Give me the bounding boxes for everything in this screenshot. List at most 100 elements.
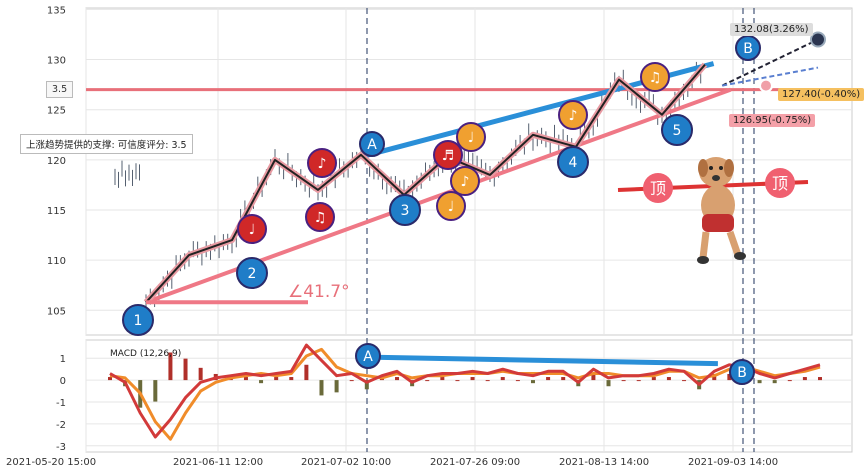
macd-histogram-bar — [757, 380, 762, 384]
music-note-marker — [305, 202, 335, 232]
x-tick-label: 2021-09-03 14:00 — [688, 457, 778, 468]
x-tick-label: 2021-05-20 15:00 — [6, 457, 96, 468]
wave-1-marker — [122, 304, 154, 336]
macd-histogram-bar — [108, 377, 112, 381]
music-note-marker — [433, 140, 463, 170]
macd-histogram-bar — [621, 380, 626, 382]
price-tick-label: 115 — [47, 206, 66, 217]
music-note-marker-label: ♩ — [468, 130, 475, 146]
x-tick-label: 2021-07-26 09:00 — [430, 457, 520, 468]
macd-histogram-bar — [591, 373, 596, 381]
macd-histogram-bar — [319, 380, 324, 396]
dog-illustration: 顶 顶 — [617, 157, 809, 264]
angle-label: ∠41.7° — [288, 282, 350, 302]
macd-histogram-bar — [500, 377, 505, 381]
macd-tick-label: -1 — [56, 398, 66, 409]
wave-b-marker — [735, 35, 761, 61]
music-note-marker-label: ♩ — [249, 222, 256, 238]
macd-b-marker-label: B — [737, 365, 747, 381]
macd-histogram-bar — [727, 373, 732, 381]
macd-tick-label: -3 — [56, 442, 66, 453]
top-right-char: 顶 — [772, 174, 788, 193]
macd-histogram-bar — [364, 380, 369, 390]
macd-histogram-bar — [470, 377, 475, 381]
macd-histogram-bar — [485, 380, 490, 382]
music-note-marker-label: ♪ — [569, 108, 578, 124]
music-note-marker — [558, 100, 588, 130]
macd-b-marker — [729, 359, 755, 385]
macd-histogram-bar — [274, 377, 279, 381]
macd-tick-label: 1 — [60, 354, 66, 365]
wave-5-marker-label: 5 — [673, 123, 682, 139]
macd-histogram-bar — [546, 377, 551, 381]
macd-histogram-bar — [455, 380, 460, 382]
macd-title: MACD (12,26,9) — [110, 349, 181, 359]
macd-histogram-bar — [440, 377, 445, 381]
wave-a-marker — [359, 131, 385, 157]
macd-histogram-bar — [802, 377, 807, 381]
macd-histogram-bar — [168, 352, 173, 381]
wave-1-marker-label: 1 — [134, 313, 143, 329]
wave-markers: 1 2 3 4 5 A B A B ♩ ♪ ♫ ♬ ♩ ♪ ♩ ♪ ♫ — [122, 35, 761, 385]
macd-histogram-bar — [515, 380, 520, 382]
price-tick-label: 125 — [47, 106, 66, 117]
music-note-marker-label: ♪ — [461, 174, 470, 190]
wave-3-marker — [389, 194, 421, 226]
music-note-marker-label: ♪ — [318, 156, 327, 172]
macd-histogram-bar — [243, 377, 248, 381]
macd-a-marker — [355, 343, 381, 369]
macd-tick-label: 0 — [60, 376, 66, 387]
wave-a-marker-label: A — [367, 137, 377, 153]
macd-histogram-bar — [682, 380, 687, 382]
macd-a-marker-label: A — [363, 349, 373, 365]
macd-trend-line — [365, 354, 718, 367]
macd-histogram-bar — [259, 380, 264, 384]
macd-histogram-bar — [198, 367, 203, 381]
macd-histogram-bar — [636, 380, 641, 382]
wave-b-marker-label: B — [743, 41, 753, 57]
current-price-dot — [759, 78, 773, 93]
wave-3-marker-label: 3 — [401, 203, 410, 219]
macd-histogram-bar — [304, 364, 309, 381]
wave-5-marker — [661, 114, 693, 146]
music-note-marker-label: ♩ — [448, 199, 455, 215]
support-note: 上涨趋势提供的支撑: 可信度评分: 3.5 — [20, 134, 193, 154]
music-note-marker-label: ♬ — [442, 148, 455, 164]
music-note-marker — [450, 166, 480, 196]
music-note-marker-label: ♫ — [649, 70, 662, 86]
price-tick-label: 130 — [47, 56, 66, 67]
projection-target — [810, 31, 826, 48]
music-note-marker — [307, 148, 337, 178]
macd-histogram-bar — [651, 377, 656, 381]
x-tick-label: 2021-06-11 12:00 — [173, 457, 263, 468]
macd-histogram-bar — [787, 380, 792, 382]
music-note-marker — [456, 122, 486, 152]
macd-histogram-bar — [666, 377, 671, 381]
macd-dif-line — [109, 343, 821, 439]
macd-histogram-bar — [530, 380, 535, 384]
top-left-char: 顶 — [650, 179, 666, 198]
price-tag-mid: 127.40(-0.40%) — [778, 88, 864, 101]
macd-histogram-bar — [349, 380, 354, 382]
macd-tick-label: -2 — [56, 420, 66, 431]
macd-histogram-bar — [153, 380, 158, 402]
macd-histogram-bar — [606, 380, 611, 387]
music-note-marker — [237, 214, 267, 244]
macd-histogram-bar — [289, 377, 294, 381]
projection-high — [721, 38, 819, 87]
projection-mid — [722, 66, 819, 87]
macd-histogram-bar — [772, 380, 777, 384]
score-box: 3.5 — [46, 81, 74, 98]
axis-ticks: 105110115120125130135-3-2-1012021-05-20 … — [6, 5, 778, 468]
price-tick-label: 110 — [47, 256, 66, 267]
macd-histogram-bar — [561, 377, 566, 381]
wave-2-marker — [236, 257, 268, 289]
music-note-marker-label: ♫ — [314, 210, 327, 226]
macd-histogram-bar — [425, 380, 430, 382]
macd-histogram-bar — [183, 358, 188, 381]
macd-histogram-bar — [395, 377, 400, 381]
wave-4-marker — [557, 146, 589, 178]
x-tick-label: 2021-08-13 14:00 — [559, 457, 649, 468]
macd-histogram-bar — [334, 380, 339, 393]
